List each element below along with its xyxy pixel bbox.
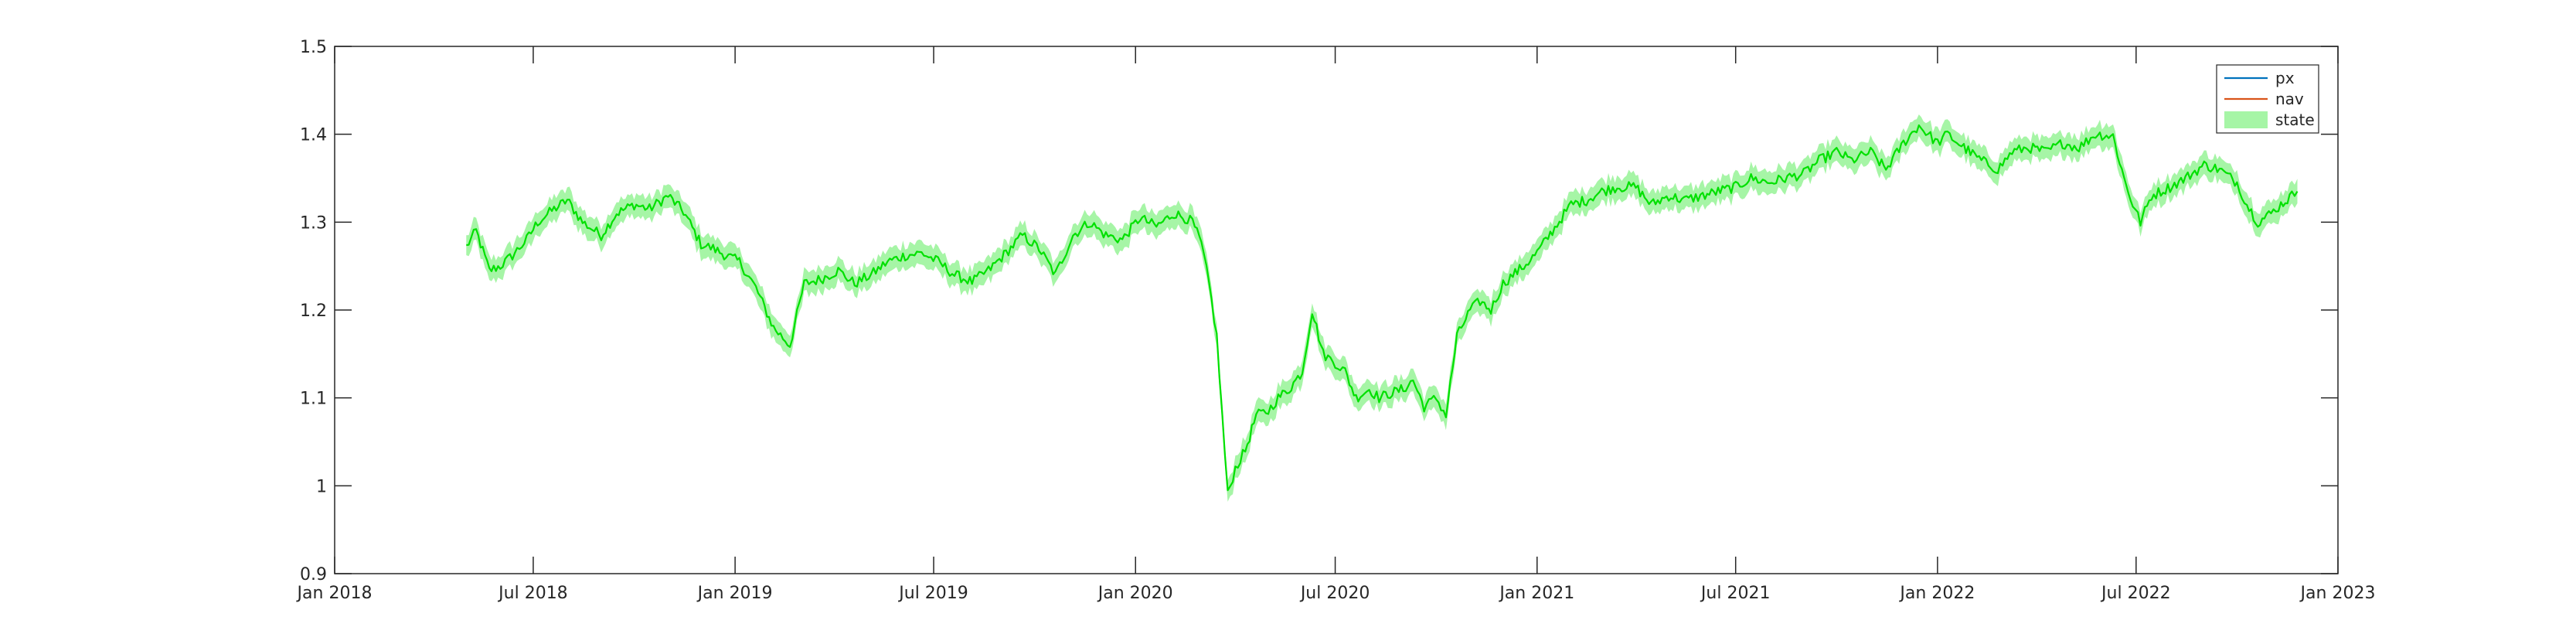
x-tick-label: Jan 2019 <box>696 584 773 603</box>
x-tick-label: Jul 2022 <box>2100 584 2171 603</box>
x-tick-label: Jul 2019 <box>897 584 968 603</box>
y-axis-tick-labels: 0.9 1 1.1 1.2 1.3 1.4 1.5 <box>300 38 327 584</box>
y-tick-label: 1.2 <box>300 302 327 321</box>
y-tick-label: 1.5 <box>300 38 327 57</box>
y-tick-label: 1.3 <box>300 213 327 233</box>
x-tick-label: Jul 2020 <box>1299 584 1370 603</box>
y-tick-label: 1.1 <box>300 390 327 409</box>
state-line <box>466 124 2299 492</box>
legend: px nav state <box>2216 64 2319 134</box>
x-tick-label: Jan 2022 <box>1898 584 1975 603</box>
x-tick-label: Jan 2023 <box>2299 584 2376 603</box>
state-confidence-band <box>466 114 2298 502</box>
x-axis-tick-labels: Jan 2018 Jul 2018 Jan 2019 Jul 2019 Jan 2020… <box>296 584 2376 603</box>
x-tick-label: Jan 2018 <box>296 584 373 603</box>
legend-label-nav: nav <box>2275 90 2304 108</box>
axis-ticks <box>334 46 2339 574</box>
x-tick-label: Jan 2020 <box>1097 584 1173 603</box>
y-tick-label: 0.9 <box>300 565 327 584</box>
series-line-layer <box>466 124 2299 492</box>
x-tick-label: Jan 2021 <box>1498 584 1574 603</box>
legend-label-px: px <box>2275 69 2295 87</box>
legend-swatch-state <box>2224 111 2268 128</box>
state-band-layer <box>466 114 2298 502</box>
y-tick-label: 1.4 <box>300 126 327 145</box>
legend-label-state: state <box>2275 111 2315 129</box>
x-tick-label: Jul 2021 <box>1700 584 1771 603</box>
plot-area-frame <box>334 46 2339 574</box>
x-tick-label: Jul 2018 <box>497 584 568 603</box>
y-tick-label: 1 <box>316 477 327 496</box>
